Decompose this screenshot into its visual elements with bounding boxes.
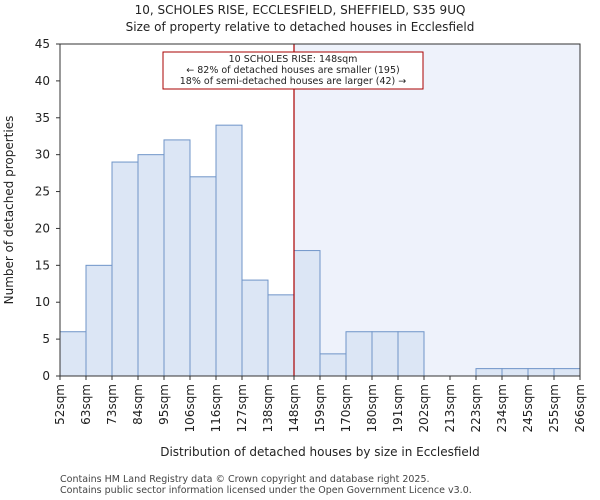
- y-tick-label: 25: [35, 185, 50, 199]
- bar-255sqm: [553, 368, 581, 377]
- annotation-line-2: ← 82% of detached houses are smaller (19…: [186, 65, 399, 76]
- x-tick-label: 234sqm: [495, 384, 509, 432]
- bar-223sqm: [475, 368, 503, 377]
- x-tick-label: 73sqm: [105, 384, 119, 425]
- y-tick-label: 15: [35, 258, 50, 272]
- x-tick-label: 255sqm: [547, 384, 561, 432]
- x-axis-label: Distribution of detached houses by size …: [160, 445, 480, 459]
- bar-191sqm: [397, 331, 425, 377]
- x-tick-label: 245sqm: [521, 384, 535, 432]
- bar-63sqm: [85, 264, 113, 377]
- bar-106sqm: [189, 176, 217, 377]
- y-tick-label: 20: [35, 221, 50, 235]
- bars: [59, 124, 581, 377]
- highlight-region: [294, 44, 580, 376]
- plot-frame: [59, 43, 581, 377]
- x-tick-label: 148sqm: [287, 384, 301, 432]
- chart-title: 10, SCHOLES RISE, ECCLESFIELD, SHEFFIELD…: [135, 3, 466, 17]
- x-tick-label: 223sqm: [469, 384, 483, 432]
- y-axis-label: Number of detached properties: [2, 116, 16, 305]
- x-tick-label: 106sqm: [183, 384, 197, 432]
- bar-245sqm: [527, 368, 555, 377]
- bar-159sqm: [319, 353, 347, 377]
- annotation-line-1: 10 SCHOLES RISE: 148sqm: [229, 54, 358, 65]
- x-tick-label: 95sqm: [157, 384, 171, 425]
- y-axis: 0 5 10 15 20 25 30 35 40 45: [35, 37, 60, 383]
- x-tick-label: 213sqm: [443, 384, 457, 432]
- bar-52sqm: [59, 331, 87, 377]
- x-tick-label: 202sqm: [417, 384, 431, 432]
- bar-138sqm: [267, 294, 295, 377]
- x-tick-label: 159sqm: [313, 384, 327, 432]
- y-tick-label: 45: [35, 37, 50, 51]
- x-tick-label: 170sqm: [339, 384, 353, 432]
- x-tick-label: 127sqm: [235, 384, 249, 432]
- bar-180sqm: [371, 331, 399, 377]
- y-tick-label: 10: [35, 295, 50, 309]
- x-tick-label: 84sqm: [131, 384, 145, 425]
- bar-148sqm: [293, 250, 321, 377]
- bar-116sqm: [215, 124, 243, 377]
- y-tick-label: 35: [35, 111, 50, 125]
- footer-line-1: Contains HM Land Registry data © Crown c…: [60, 474, 430, 485]
- y-tick-label: 30: [35, 148, 50, 162]
- x-axis: 52sqm 63sqm 73sqm 84sqm 95sqm 106sqm 116sqm 127…: [53, 376, 587, 432]
- bar-84sqm: [137, 154, 165, 377]
- bar-170sqm: [345, 331, 373, 377]
- bar-95sqm: [163, 139, 191, 377]
- y-tick-label: 0: [42, 369, 50, 383]
- x-tick-label: 116sqm: [209, 384, 223, 432]
- annotation-line-3: 18% of semi-detached houses are larger (…: [180, 76, 407, 87]
- chart-subtitle: Size of property relative to detached ho…: [126, 20, 475, 34]
- y-tick-label: 40: [35, 74, 50, 88]
- annotation-box: 10 SCHOLES RISE: 148sqm ← 82% of detache…: [162, 51, 424, 90]
- x-tick-label: 266sqm: [573, 384, 587, 432]
- x-tick-label: 52sqm: [53, 384, 67, 425]
- x-tick-label: 180sqm: [365, 384, 379, 432]
- footer-line-2: Contains public sector information licen…: [60, 485, 472, 496]
- x-tick-label: 63sqm: [79, 384, 93, 425]
- bar-73sqm: [111, 161, 139, 377]
- x-tick-label: 138sqm: [261, 384, 275, 432]
- bar-127sqm: [241, 279, 269, 377]
- x-tick-label: 191sqm: [391, 384, 405, 432]
- y-tick-label: 5: [42, 332, 50, 346]
- bar-234sqm: [501, 368, 529, 377]
